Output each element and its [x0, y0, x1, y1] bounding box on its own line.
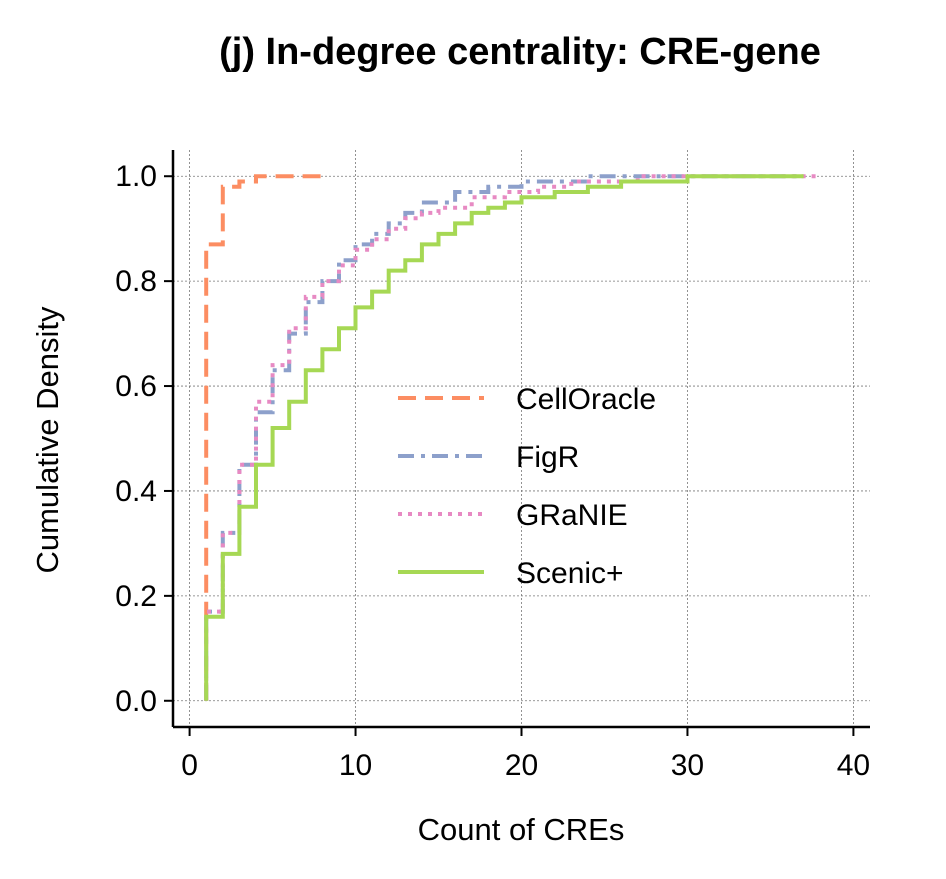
series-line-celloracle — [204, 174, 323, 701]
y-tick-label: 0.2 — [115, 580, 157, 613]
x-tick-label: 0 — [181, 749, 198, 782]
y-tick-label: 0.0 — [115, 685, 157, 718]
legend-label: FigR — [516, 441, 579, 474]
y-tick-label: 0.6 — [115, 370, 157, 403]
series-line-granie — [204, 174, 821, 701]
legend-label: Scenic+ — [516, 557, 624, 590]
grid — [173, 150, 870, 727]
y-tick-label: 1.0 — [115, 160, 157, 193]
x-axis-label: Count of CREs — [418, 812, 625, 847]
y-tick-label: 0.4 — [115, 475, 157, 508]
y-axis-label: Cumulative Density — [30, 306, 65, 574]
series-lines — [204, 174, 821, 701]
legend-label: CellOracle — [516, 383, 656, 416]
x-tick-label: 30 — [671, 749, 704, 782]
x-tick-label: 10 — [339, 749, 372, 782]
x-tick-label: 20 — [505, 749, 538, 782]
series-line-scenic- — [204, 174, 804, 701]
series-line-figr — [204, 174, 804, 701]
y-tick-label: 0.8 — [115, 265, 157, 298]
legend-label: GRaNIE — [516, 499, 628, 532]
ticks: 0 10 20 30 40 0.0 0.2 0.4 0.6 0.8 1.0 — [115, 160, 870, 782]
legend: CellOracle FigR GRaNIE Scenic+ — [398, 383, 656, 590]
x-tick-label: 40 — [837, 749, 870, 782]
chart-title: (j) In-degree centrality: CRE-gene — [219, 31, 821, 73]
